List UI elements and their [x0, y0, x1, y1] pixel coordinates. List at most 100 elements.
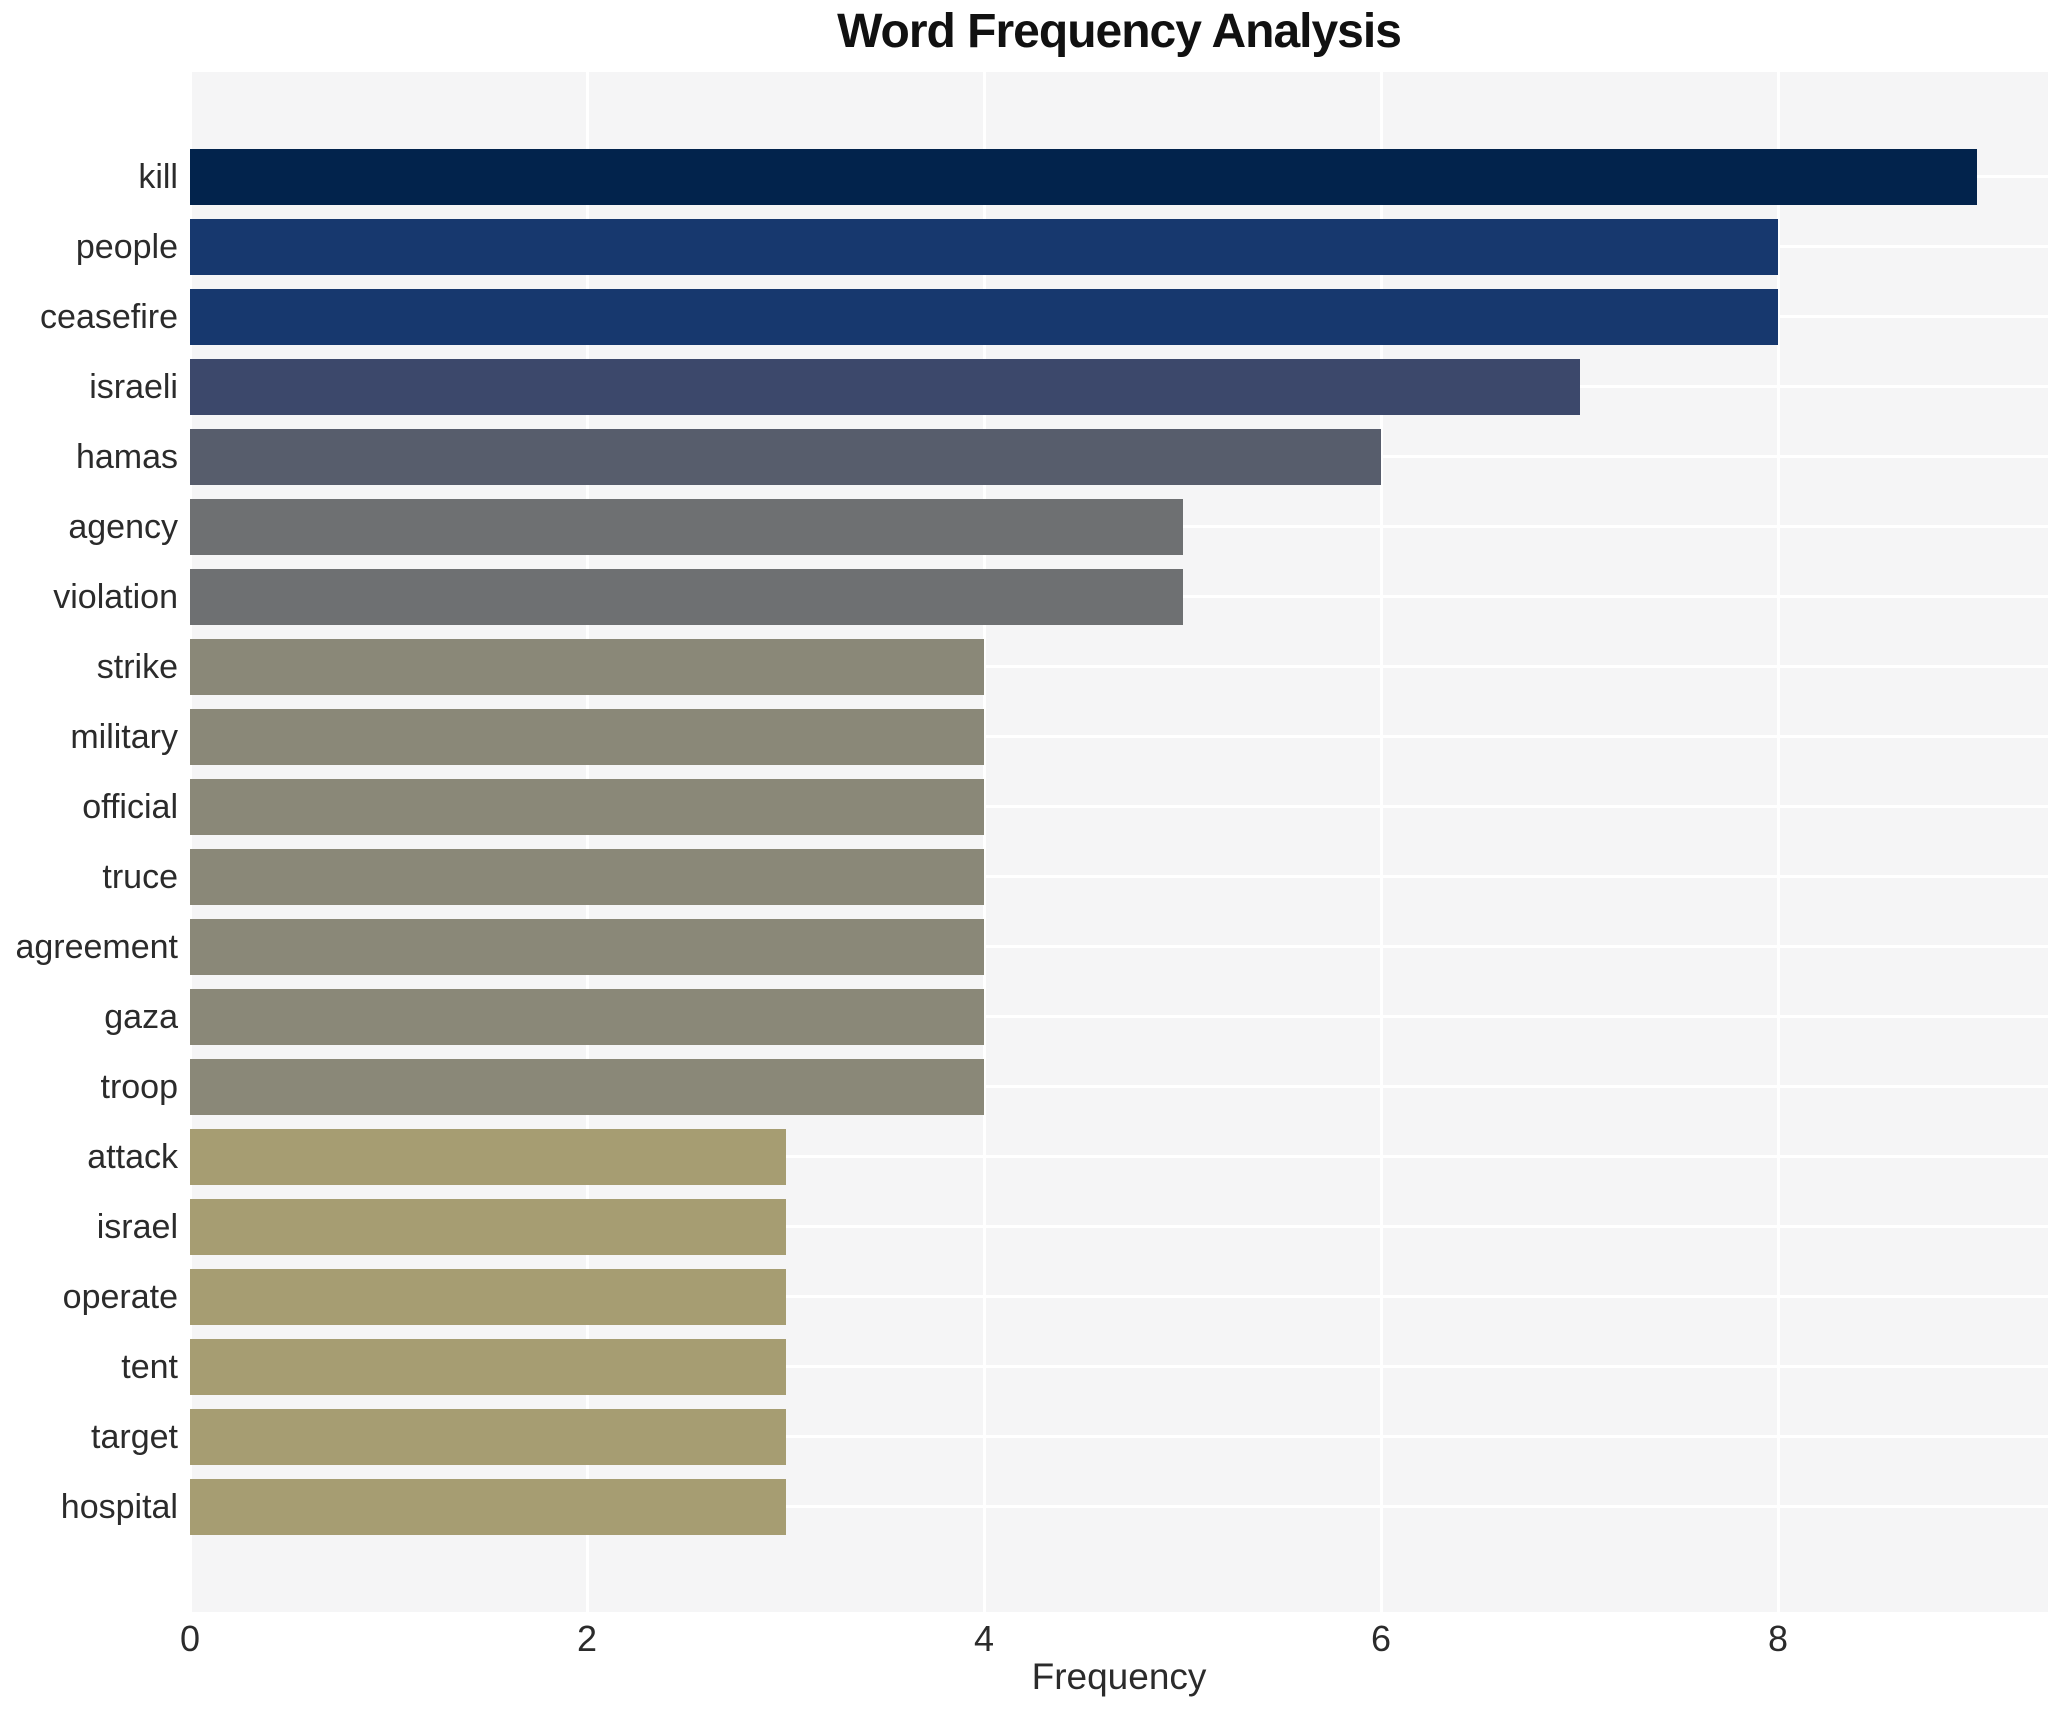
y-tick-label-strike: strike — [96, 647, 178, 686]
y-tick-label-kill: kill — [138, 157, 178, 196]
horizontal-gridline — [190, 1295, 2048, 1298]
y-tick-row: ceasefire — [0, 282, 178, 352]
y-tick-label-people: people — [75, 227, 178, 266]
x-axis-title: Frequency — [1031, 1656, 1207, 1697]
horizontal-gridline — [190, 945, 2048, 948]
y-tick-label-agency: agency — [68, 507, 178, 546]
bar-row-truce — [190, 842, 2048, 912]
bar-agreement — [190, 919, 985, 975]
y-tick-row: israel — [0, 1192, 178, 1262]
x-tick-label-4: 4 — [974, 1618, 995, 1659]
bar-gaza — [190, 989, 985, 1045]
y-tick-label-troop: troop — [100, 1067, 179, 1106]
vertical-gridline — [1777, 72, 1781, 1612]
horizontal-gridline — [190, 1155, 2048, 1158]
bar-kill — [190, 149, 1977, 205]
bar-row-gaza — [190, 982, 2048, 1052]
y-tick-label-hospital: hospital — [60, 1487, 178, 1526]
horizontal-gridline — [190, 1015, 2048, 1018]
y-tick-label-operate: operate — [62, 1277, 178, 1316]
bar-row-israeli — [190, 352, 2048, 422]
y-tick-label-agreement: agreement — [15, 927, 178, 966]
y-tick-row: agreement — [0, 912, 178, 982]
y-tick-label-truce: truce — [102, 857, 178, 896]
bar-row-attack — [190, 1122, 2048, 1192]
bar-row-kill — [190, 142, 2048, 212]
horizontal-gridline — [190, 1085, 2048, 1088]
vertical-gridline — [1380, 72, 1384, 1612]
chart-title: Word Frequency Analysis — [837, 5, 1402, 58]
vertical-gridline — [586, 72, 589, 1612]
bar-row-tent — [190, 1332, 2048, 1402]
y-tick-label-israeli: israeli — [89, 367, 178, 406]
bar-ceasefire — [190, 289, 1779, 345]
horizontal-gridline — [190, 735, 2048, 738]
bar-row-agency — [190, 492, 2048, 562]
bar-row-violation — [190, 562, 2048, 632]
bar-tent — [190, 1339, 786, 1395]
y-tick-row: gaza — [0, 982, 178, 1052]
x-tick-label-6: 6 — [1371, 1618, 1392, 1659]
bar-row-troop — [190, 1052, 2048, 1122]
horizontal-gridline — [190, 805, 2048, 808]
bar-row-military — [190, 702, 2048, 772]
y-tick-label-violation: violation — [53, 577, 178, 616]
bar-row-target — [190, 1402, 2048, 1472]
bar-violation — [190, 569, 1183, 625]
bar-row-ceasefire — [190, 282, 2048, 352]
y-tick-row: tent — [0, 1332, 178, 1402]
x-tick-label-2: 2 — [576, 1618, 598, 1659]
bar-israeli — [190, 359, 1580, 415]
y-tick-row: hospital — [0, 1472, 178, 1542]
x-tick-label-8: 8 — [1768, 1618, 1789, 1659]
horizontal-gridline — [190, 1435, 2048, 1438]
y-tick-row: military — [0, 702, 178, 772]
y-tick-row: hamas — [0, 422, 178, 492]
bar-row-official — [190, 772, 2048, 842]
horizontal-gridline — [190, 665, 2048, 668]
bar-row-hamas — [190, 422, 2048, 492]
y-axis-labels: kill people ceasefire israeli hamas agency vio… — [0, 142, 178, 1542]
y-tick-row: israeli — [0, 352, 178, 422]
bar-military — [190, 709, 985, 765]
bar-target — [190, 1409, 786, 1465]
plot-area — [189, 72, 2048, 1612]
y-tick-label-gaza: gaza — [104, 997, 178, 1036]
bar-official — [190, 779, 985, 835]
y-tick-label-attack: attack — [87, 1137, 178, 1176]
vertical-gridline — [983, 72, 987, 1612]
bar-row-hospital — [190, 1472, 2048, 1542]
bar-troop — [190, 1059, 985, 1115]
bar-row-strike — [190, 632, 2048, 702]
bar-row-operate — [190, 1262, 2048, 1332]
y-tick-row: agency — [0, 492, 178, 562]
y-tick-label-target: target — [91, 1417, 178, 1456]
y-tick-row: target — [0, 1402, 178, 1472]
horizontal-gridline — [190, 875, 2048, 878]
y-tick-label-tent: tent — [121, 1347, 178, 1386]
y-tick-row: kill — [0, 142, 178, 212]
bar-agency — [190, 499, 1183, 555]
x-tick-label-0: 0 — [179, 1618, 201, 1659]
y-tick-row: strike — [0, 632, 178, 702]
y-tick-row: people — [0, 212, 178, 282]
bar-row-people — [190, 212, 2048, 282]
bar-hamas — [190, 429, 1382, 485]
vertical-gridline — [189, 72, 192, 1612]
y-tick-label-military: military — [70, 717, 178, 756]
y-tick-label-hamas: hamas — [75, 437, 178, 476]
y-tick-row: truce — [0, 842, 178, 912]
bar-hospital — [190, 1479, 786, 1535]
y-tick-label-ceasefire: ceasefire — [40, 297, 178, 336]
y-tick-label-israel: israel — [96, 1207, 178, 1246]
y-tick-row: attack — [0, 1122, 178, 1192]
bar-operate — [190, 1269, 786, 1325]
x-axis-ticks: 0 2 4 6 8 — [180, 1618, 2048, 1662]
horizontal-gridline — [190, 1225, 2048, 1228]
bar-israel — [190, 1199, 786, 1255]
horizontal-gridline — [190, 1505, 2048, 1508]
bar-people — [190, 219, 1779, 275]
y-tick-row: official — [0, 772, 178, 842]
bar-series — [190, 142, 2048, 1542]
